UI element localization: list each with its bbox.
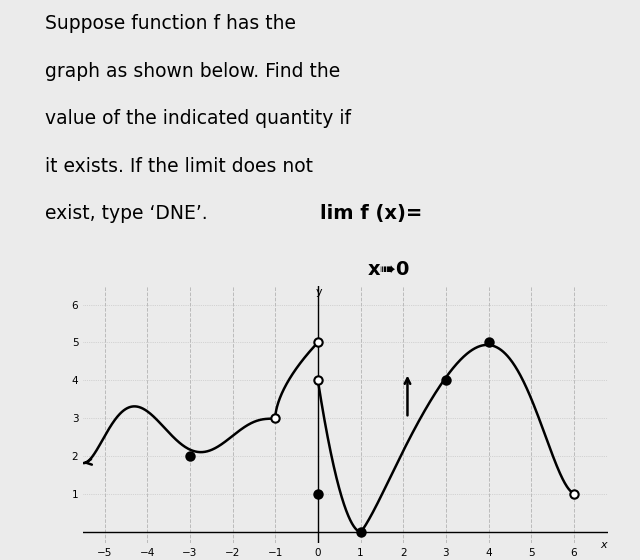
Text: x: x — [600, 540, 607, 550]
Text: it exists. If the limit does not: it exists. If the limit does not — [45, 157, 313, 176]
Text: graph as shown below. Find the: graph as shown below. Find the — [45, 62, 340, 81]
Text: y: y — [316, 287, 322, 297]
Text: lim f (x)=: lim f (x)= — [320, 204, 422, 223]
Text: value of the indicated quantity if: value of the indicated quantity if — [45, 109, 351, 128]
Text: Suppose function f has the: Suppose function f has the — [45, 14, 296, 33]
Text: exist, type ‘DNE’.: exist, type ‘DNE’. — [45, 204, 207, 223]
Text: x➠0: x➠0 — [368, 260, 410, 279]
